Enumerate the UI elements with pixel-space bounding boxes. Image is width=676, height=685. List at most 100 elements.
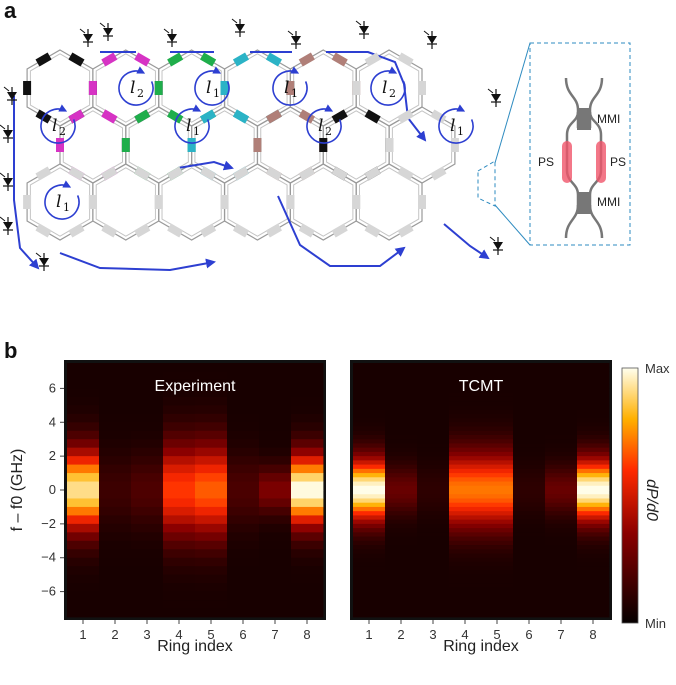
heat-cell [353, 418, 386, 423]
heat-cell [513, 396, 546, 402]
heat-cell [385, 447, 418, 453]
heat-cell [481, 481, 514, 487]
heat-cell [449, 519, 482, 525]
heat-cell [417, 570, 450, 576]
heat-cell [481, 473, 514, 478]
heat-cell [513, 545, 546, 550]
heat-cell [259, 473, 292, 482]
heat-cell [577, 490, 610, 495]
heat-cell [417, 367, 450, 372]
heat-cell [449, 371, 482, 377]
heat-cell [385, 388, 418, 394]
x-tick-label: 4 [175, 627, 182, 642]
heat-cell [67, 379, 100, 389]
heat-cell [545, 523, 578, 529]
heat-cell [449, 430, 482, 436]
heat-cell [163, 363, 196, 372]
heat-cell [545, 536, 578, 542]
heat-cell [227, 532, 260, 542]
colorbar-label: dP/d0 [643, 479, 660, 521]
heat-cell [227, 363, 260, 372]
heat-cell [417, 612, 450, 618]
heat-cell [353, 549, 386, 554]
heat-cell [259, 388, 292, 398]
heat-cell [545, 477, 578, 482]
heat-cell [417, 379, 450, 385]
heat-cell [481, 384, 514, 389]
heat-cell [481, 506, 514, 512]
heat-cell [353, 409, 386, 415]
heat-cell [545, 612, 578, 618]
x-tick-label: 2 [397, 627, 404, 642]
heat-cell [353, 413, 386, 419]
heat-cell [291, 540, 324, 550]
photodiode-icon [3, 86, 17, 105]
coupler [397, 52, 414, 67]
heat-cell [417, 388, 450, 394]
coupler [200, 223, 217, 238]
heat-cell [513, 549, 546, 554]
heat-cell [449, 451, 482, 457]
heat-cell [513, 557, 546, 563]
heat-cell [259, 490, 292, 499]
heat-cell [513, 502, 546, 508]
heater-left [562, 141, 572, 183]
heat-cell [449, 422, 482, 427]
coupler [154, 81, 163, 95]
heat-cell [481, 392, 514, 398]
coupler [200, 109, 217, 124]
heat-cell [353, 523, 386, 529]
heat-cell [417, 523, 450, 529]
heat-cell [513, 608, 546, 614]
y-tick-label: −6 [41, 584, 56, 599]
heat-cell [417, 494, 450, 499]
heat-cell [417, 608, 450, 614]
heat-cell [163, 481, 196, 491]
heat-cell [481, 418, 514, 423]
heat-cell [195, 363, 228, 372]
heat-cell [577, 608, 610, 614]
coupler [167, 223, 184, 238]
heat-cell [449, 600, 482, 605]
heat-cell [577, 612, 610, 618]
heat-cell [131, 515, 164, 525]
heat-cell [195, 608, 228, 618]
heat-cell [545, 553, 578, 559]
heat-cell [577, 511, 610, 516]
heat-cell [513, 481, 546, 487]
ring-inner [161, 167, 222, 237]
heat-cell [577, 477, 610, 482]
heat-cell [227, 557, 260, 567]
heat-cell [99, 608, 132, 618]
heat-cell [513, 418, 546, 423]
heat-cell [353, 473, 386, 478]
heat-cell [577, 434, 610, 440]
heat-cell [449, 566, 482, 571]
heat-cell [449, 473, 482, 478]
heat-cell [291, 464, 324, 474]
heat-cell [449, 456, 482, 461]
coupler [397, 166, 414, 181]
heat-cell [99, 566, 132, 576]
colorbar [621, 367, 639, 624]
panel-b-letter: b [4, 338, 17, 363]
heat-cell [195, 523, 228, 533]
heat-cell [513, 422, 546, 427]
coupler [265, 166, 282, 181]
tcmt-title: TCMT [459, 378, 504, 395]
heat-cell [131, 506, 164, 516]
heat-cell [385, 506, 418, 512]
colorbar-max: Max [645, 361, 670, 376]
heat-cell [99, 413, 132, 423]
heat-cell [227, 396, 260, 406]
heat-cell [417, 604, 450, 609]
heat-cell [545, 363, 578, 368]
photodiode-icon [287, 30, 301, 49]
heat-cell [195, 396, 228, 406]
heat-cell [353, 566, 386, 571]
heat-cell [417, 519, 450, 525]
heat-cell [417, 583, 450, 588]
heat-cell [417, 384, 450, 389]
coupler [68, 52, 85, 67]
heat-cell [227, 515, 260, 525]
